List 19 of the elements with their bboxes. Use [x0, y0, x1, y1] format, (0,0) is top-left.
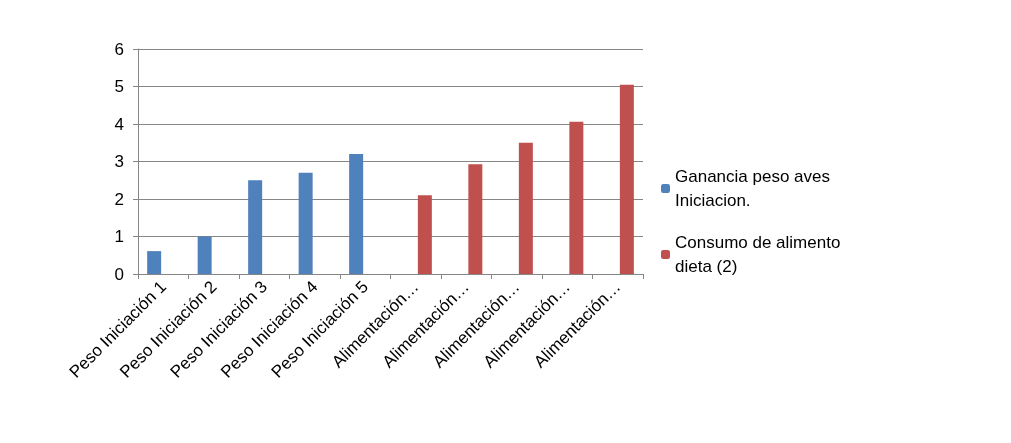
bar — [569, 121, 584, 274]
y-tick-label: 0 — [114, 264, 124, 284]
bar — [349, 154, 364, 274]
bar — [619, 84, 634, 274]
bar — [468, 164, 483, 274]
y-tick-label: 2 — [114, 189, 124, 209]
bar — [248, 180, 263, 274]
bar — [197, 236, 212, 274]
bar — [147, 251, 162, 274]
y-tick-label: 4 — [114, 114, 124, 134]
y-tick-label: 5 — [114, 77, 124, 96]
y-tick-label: 1 — [114, 227, 124, 246]
legend-label: Consumo de alimento dieta (2) — [675, 233, 846, 276]
y-tick-label: 6 — [114, 39, 124, 59]
bar — [518, 142, 533, 274]
bar — [298, 172, 313, 274]
y-tick-label: 3 — [114, 152, 124, 171]
bar — [417, 195, 432, 274]
legend-label: Ganancia peso aves Iniciacion. — [675, 167, 835, 210]
